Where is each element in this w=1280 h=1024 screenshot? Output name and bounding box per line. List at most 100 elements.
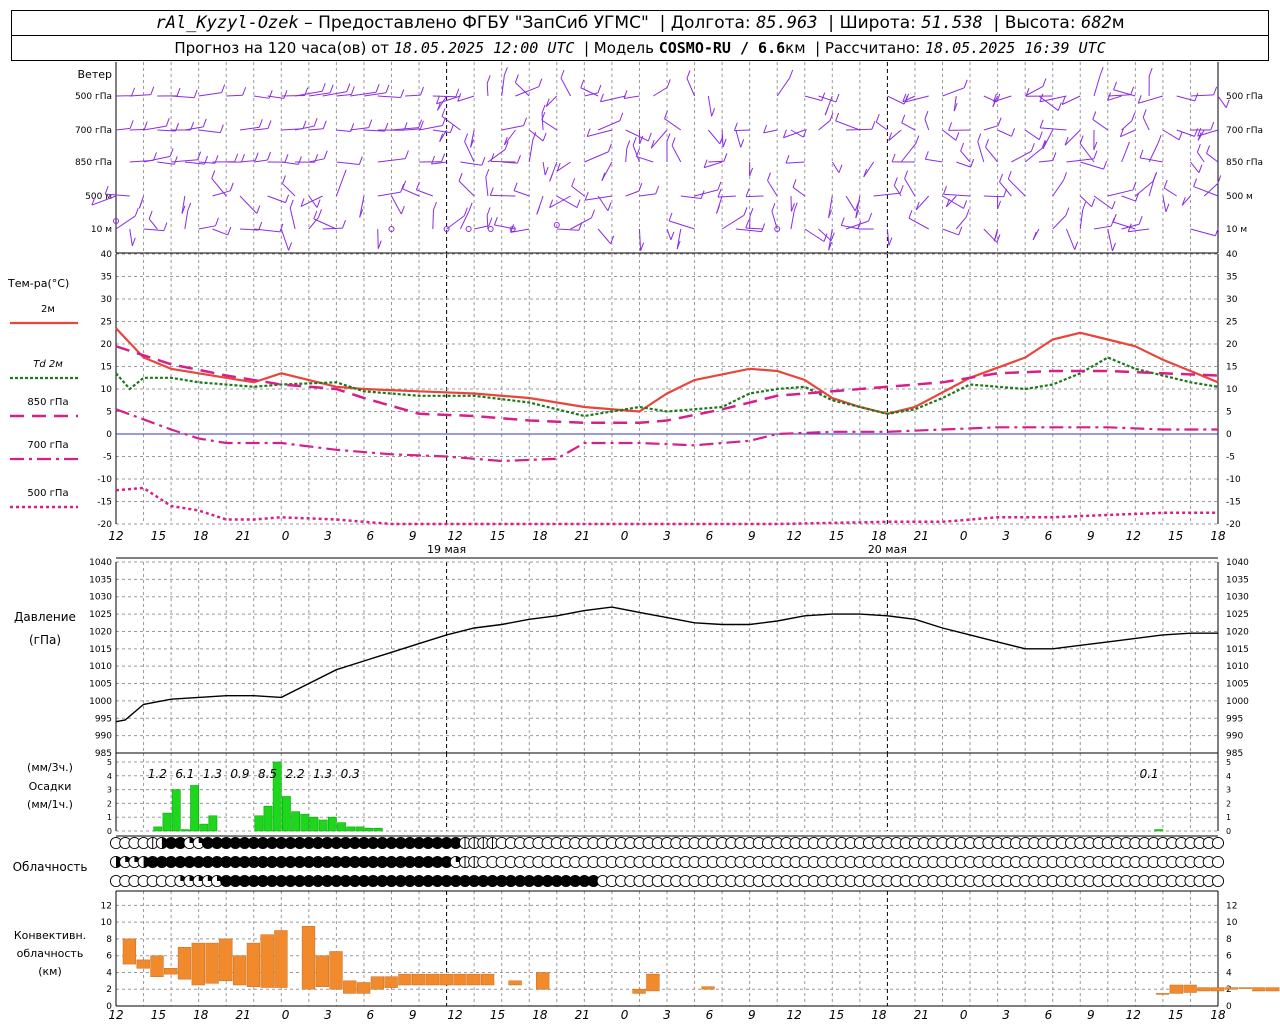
temp-hour-label: 18 — [1210, 529, 1226, 543]
wind-barb — [745, 227, 764, 230]
wind-barb-feather — [915, 201, 920, 210]
wind-barb — [289, 207, 296, 230]
wind-barb-feather — [749, 167, 754, 177]
wind-barb-feather — [1135, 192, 1140, 202]
wind-barb — [281, 161, 299, 165]
bottom-hour-label: 15 — [1168, 1008, 1183, 1022]
conv-cloud-bar — [480, 973, 495, 986]
conv-ytick-left: 2 — [106, 985, 112, 995]
temp-series-line — [115, 327, 1219, 415]
temp-hour-label: 18 — [193, 529, 209, 543]
wind-barb-feather — [1112, 213, 1117, 223]
conv-cloud-bar — [177, 947, 192, 980]
temp-hour-label: 0 — [282, 529, 290, 543]
wind-barb — [148, 218, 158, 230]
precip-bar — [318, 819, 328, 832]
wind-barb — [308, 195, 318, 208]
wind-barb-feather — [458, 172, 463, 182]
wind-barb-feather — [148, 210, 153, 220]
wind-barb-feather — [1194, 92, 1199, 102]
wind-barb-feather — [610, 235, 615, 245]
calm-wind-marker — [113, 218, 119, 224]
wind-barb-feather — [996, 234, 1001, 243]
wind-barb — [632, 145, 640, 163]
chart-header: rAl_Kyzyl-Ozek – Предоставлено ФГБУ "Зап… — [11, 10, 1269, 61]
wind-barb — [556, 161, 571, 172]
wind-barb-feather — [717, 188, 722, 198]
temp-ytick-left: 10 — [101, 385, 113, 395]
conv-cloud-bar — [1183, 984, 1197, 993]
wind-barb — [993, 95, 1012, 103]
wind-barb — [597, 120, 620, 131]
wind-barb — [437, 95, 448, 111]
temp-ytick-left: 35 — [101, 273, 112, 283]
conv-cloud-bar — [1197, 987, 1211, 992]
wind-barb — [915, 195, 930, 211]
wind-barb — [818, 228, 832, 242]
wind-barb — [707, 95, 713, 117]
wind-barb-feather — [829, 112, 834, 121]
pressure-ytick-left: 1015 — [89, 645, 112, 655]
conv-ytick-left: 0 — [106, 1002, 112, 1012]
wind-barb-feather — [375, 84, 380, 93]
precip-bar — [291, 811, 300, 832]
wind-barb — [501, 125, 524, 131]
bottom-hour-label: 0 — [621, 1008, 629, 1022]
wind-barb-feather — [828, 241, 833, 251]
wind-barb — [503, 129, 516, 146]
wind-barb-feather — [899, 184, 904, 194]
conv-ytick-right: 0 — [1226, 1002, 1232, 1012]
wind-barb — [515, 82, 530, 97]
wind-barb — [942, 195, 964, 209]
wind-barb-feather — [241, 154, 245, 163]
wind-barb — [703, 161, 723, 169]
wind-barb — [363, 92, 387, 97]
wind-barb-feather — [358, 156, 363, 165]
wind-barb-feather — [635, 148, 640, 157]
wind-barb-feather — [1093, 150, 1098, 159]
wind-barb-feather — [924, 151, 929, 160]
wind-barb-feather — [571, 178, 576, 187]
temp-ytick-right: -20 — [1226, 520, 1241, 530]
wind-barb-feather — [761, 223, 766, 232]
wind-barb — [767, 180, 778, 197]
temp-hour-label: 9 — [748, 529, 756, 543]
cloud-ylabel: Облачность — [13, 860, 88, 874]
precip-bar — [373, 827, 383, 832]
conv-ytick-right: 12 — [1226, 901, 1237, 911]
wind-barb — [1052, 180, 1064, 197]
wind-barb-feather — [953, 102, 958, 112]
wind-barb — [253, 95, 270, 99]
precip-3h-total: 1.3 — [313, 767, 332, 781]
wind-barb-feather — [1214, 227, 1219, 236]
wind-barb-feather — [350, 86, 355, 95]
wind-barb — [783, 129, 805, 139]
temp-ytick-right: 10 — [1226, 385, 1238, 395]
conv-cloud-bar — [398, 973, 412, 986]
wind-barb-feather — [792, 179, 797, 188]
wind-barb-feather — [485, 168, 490, 178]
wind-barb — [924, 118, 930, 131]
wind-barb-feather — [316, 199, 321, 208]
pressure-ytick-left: 1010 — [89, 662, 112, 672]
wind-barb-feather — [1103, 160, 1108, 170]
calm-wind-marker — [774, 226, 781, 232]
conv-cloud-bar — [205, 942, 219, 984]
wind-barb-feather — [1091, 198, 1096, 207]
wind-barb-feather — [279, 223, 284, 233]
wind-barb-feather — [1125, 141, 1130, 151]
wind-barb-feather — [868, 212, 873, 222]
wind-barb-feather — [283, 90, 288, 99]
wind-barb-feather — [342, 169, 347, 178]
wind-barb — [129, 228, 133, 246]
pressure-ytick-left: 1020 — [89, 627, 112, 637]
wind-barb-feather — [771, 203, 776, 212]
pressure-ytick-left: 990 — [95, 732, 112, 742]
temp-ytick-right: 0 — [1226, 430, 1232, 440]
wind-barb — [336, 129, 351, 132]
wind-barb — [431, 161, 447, 165]
wind-barb — [1217, 95, 1227, 109]
temp-hour-label: 3 — [324, 529, 332, 543]
bottom-hour-label: 12 — [1126, 1008, 1141, 1022]
pressure-ytick-left: 1005 — [89, 680, 112, 690]
